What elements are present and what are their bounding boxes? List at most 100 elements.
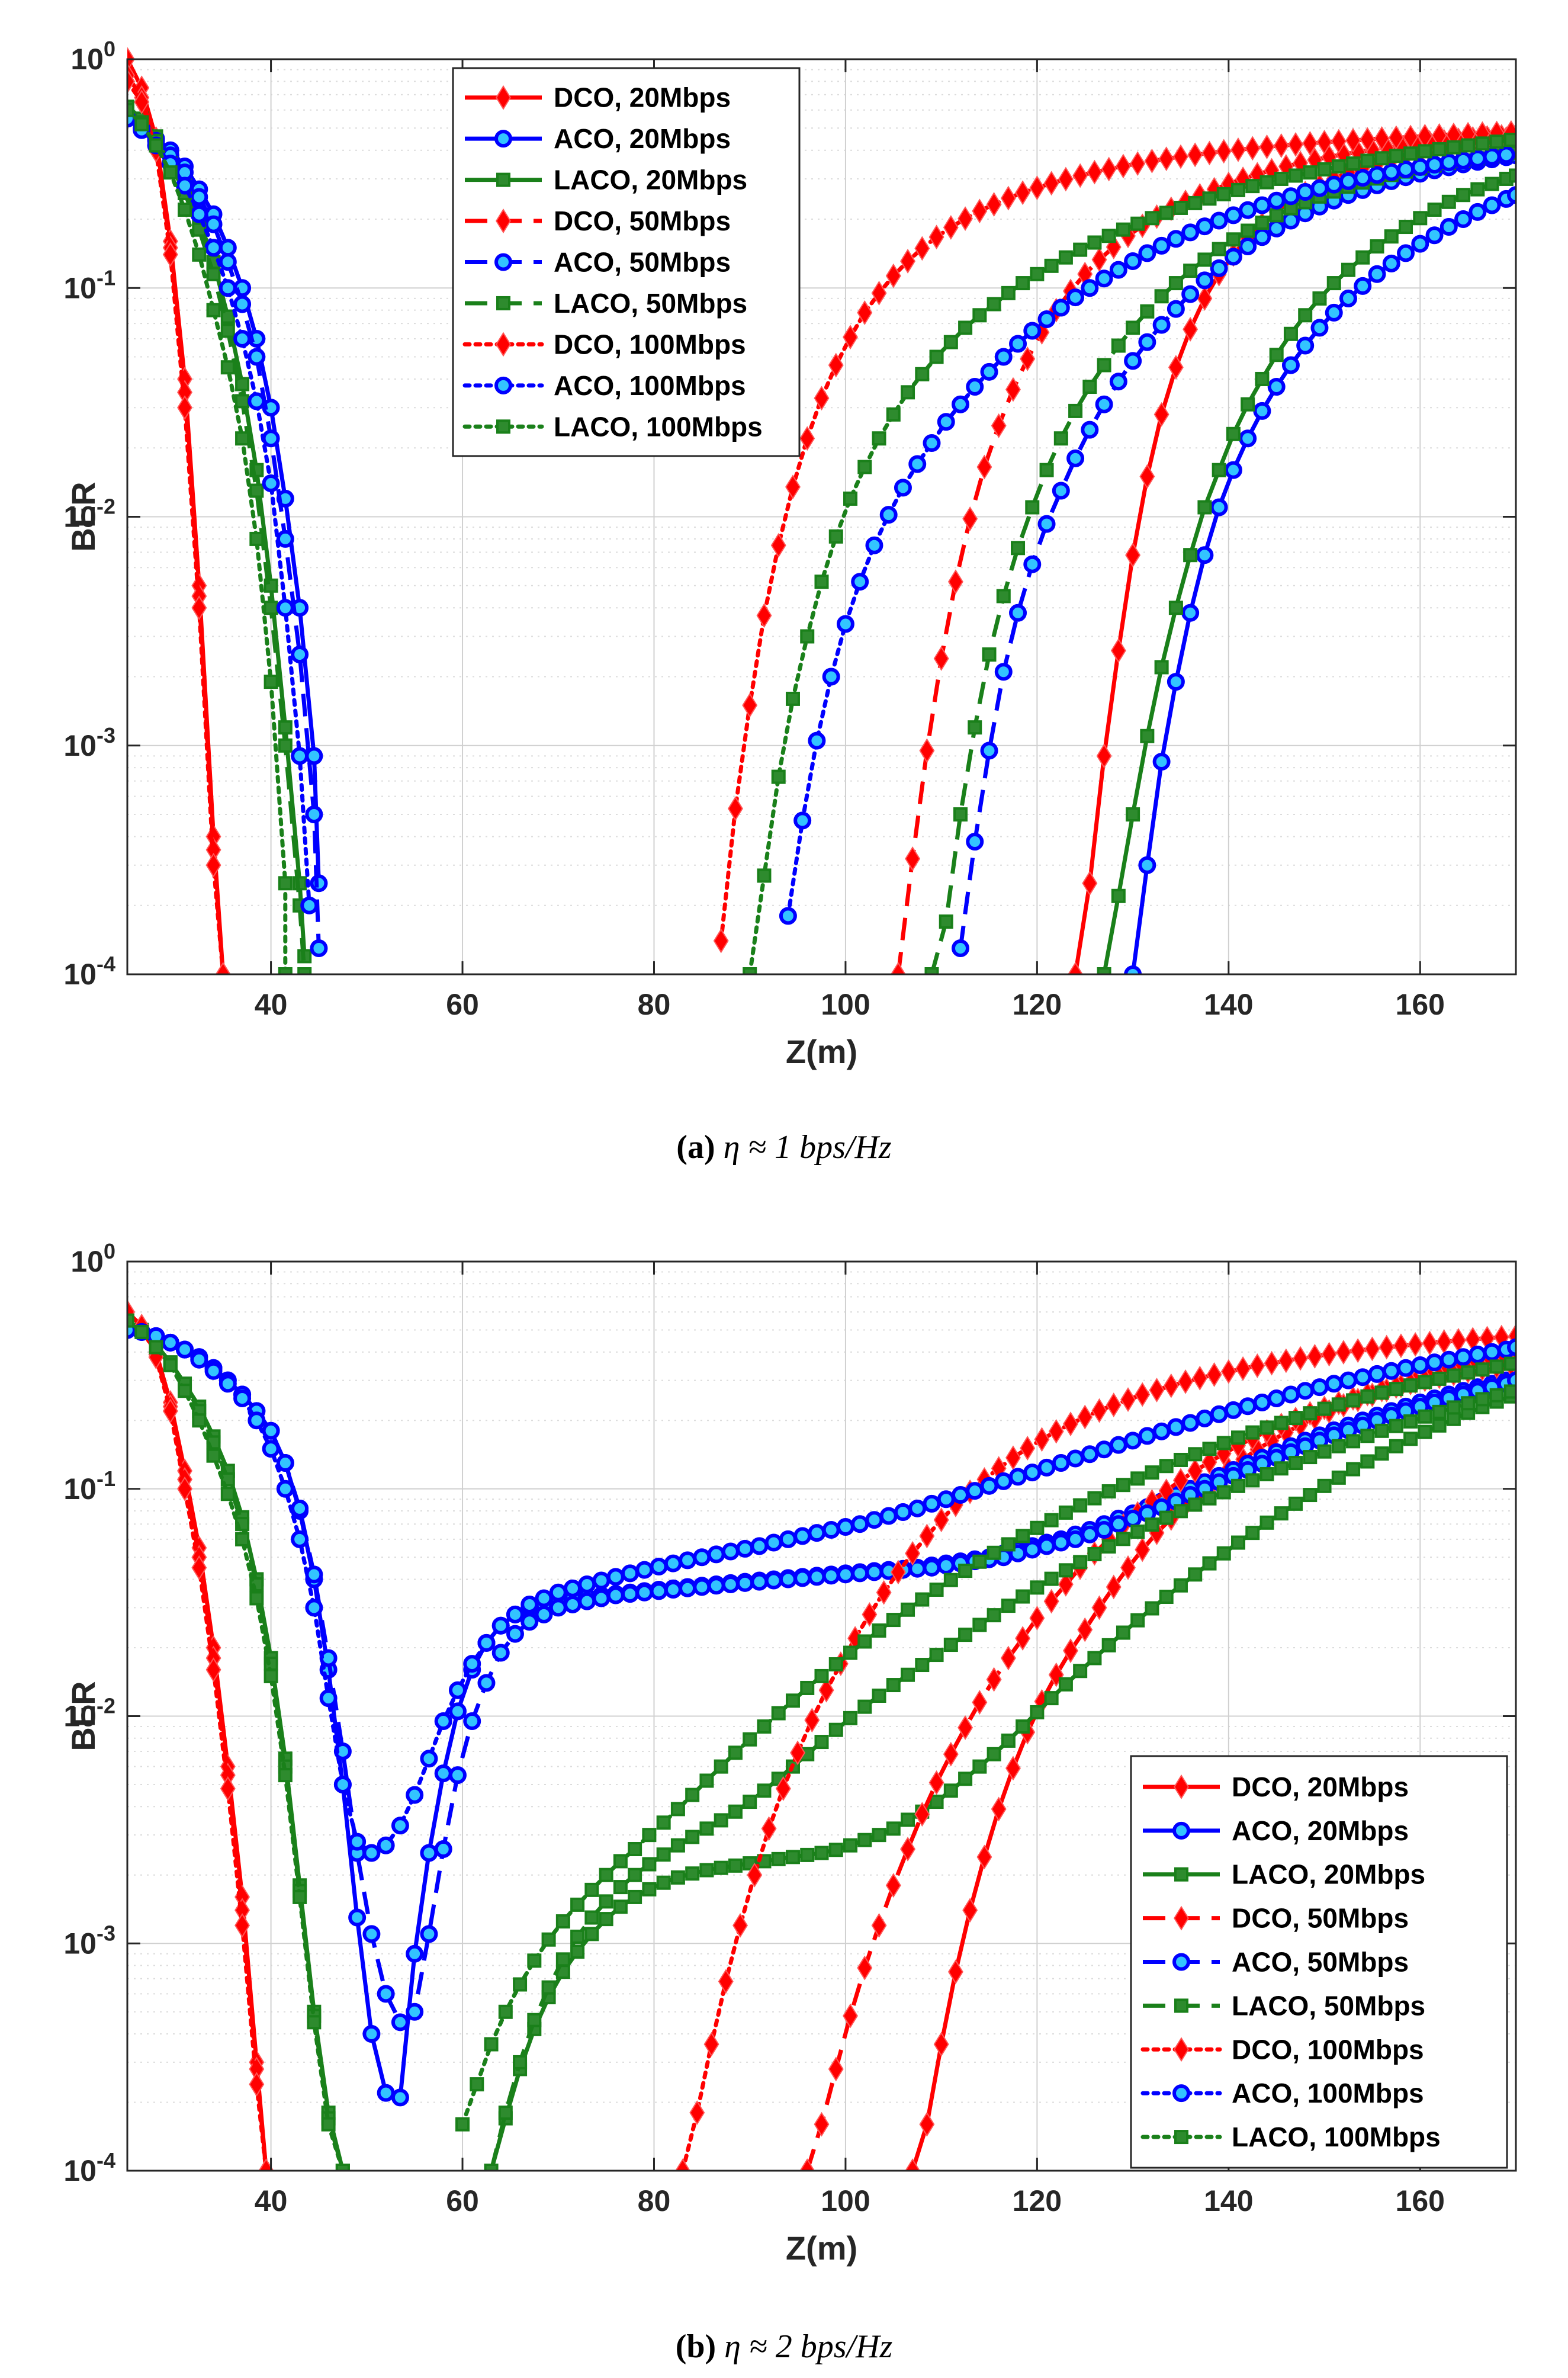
data-point [1368, 166, 1386, 184]
data-point [642, 1857, 657, 1872]
legend-label: LACO, 50Mbps [1232, 1990, 1425, 2021]
data-point [1399, 220, 1413, 235]
data-point [793, 811, 812, 830]
data-point [1039, 463, 1054, 477]
data-point [1418, 1424, 1432, 1439]
data-point [206, 303, 221, 317]
data-point [814, 386, 830, 411]
data-point [1167, 673, 1185, 691]
data-point [1259, 1420, 1274, 1435]
data-point [1231, 1430, 1245, 1445]
data-point [1068, 962, 1084, 974]
data-point [448, 1681, 467, 1699]
data-point [1269, 348, 1284, 362]
data-point [1130, 151, 1146, 176]
data-point [1483, 147, 1501, 166]
data-point [463, 1655, 481, 1673]
data-point [1111, 888, 1126, 903]
data-point [901, 385, 915, 400]
data-point [991, 413, 1007, 438]
data-point [1001, 1599, 1016, 1613]
data-point [1289, 168, 1303, 183]
data-point [1393, 1333, 1409, 1359]
data-point [1063, 1411, 1078, 1437]
data-point [215, 962, 231, 974]
data-point [1216, 187, 1231, 201]
data-point [928, 1770, 944, 1795]
legend-marker [1174, 1998, 1188, 2013]
data-point [923, 1494, 941, 1513]
data-point [879, 506, 898, 524]
data-point [914, 1802, 930, 1827]
data-point [584, 1927, 599, 1941]
data-point [362, 2024, 381, 2043]
data-point [656, 1875, 671, 1890]
data-point [1183, 548, 1198, 563]
data-point [1210, 1405, 1228, 1423]
data-point [1316, 130, 1332, 155]
data-point [1052, 482, 1070, 500]
data-point [790, 1740, 806, 1766]
data-point [1196, 546, 1214, 564]
data-point [822, 667, 840, 686]
data-point [770, 532, 786, 558]
data-point [491, 1644, 510, 1662]
data-point [1267, 1389, 1286, 1408]
data-point [1360, 127, 1376, 152]
data-point [937, 1557, 955, 1575]
data-point [994, 663, 1013, 681]
series-laco-100mbps [127, 102, 1516, 974]
data-point [1016, 276, 1030, 291]
data-point [1001, 1733, 1016, 1748]
data-point [362, 1844, 381, 1862]
data-point [750, 1573, 769, 1591]
data-point [276, 529, 294, 548]
data-point [1454, 210, 1473, 228]
data-point [1058, 1505, 1073, 1520]
data-point [291, 1499, 309, 1517]
legend-marker [1172, 1953, 1190, 1971]
data-point [1360, 1389, 1375, 1404]
data-point [843, 491, 858, 506]
data-point [484, 2164, 499, 2171]
data-point [1063, 1638, 1078, 1663]
data-point [943, 1573, 958, 1587]
data-point [1303, 1450, 1318, 1465]
data-point [1138, 244, 1156, 262]
data-point [1374, 1385, 1389, 1400]
data-point [828, 529, 843, 544]
data-point [862, 1602, 878, 1627]
data-point [1206, 1362, 1222, 1387]
data-point [1159, 1459, 1174, 1474]
data-point [1485, 176, 1499, 191]
data-point [599, 1912, 613, 1927]
data-point [1389, 1439, 1403, 1453]
data-point [1011, 541, 1026, 556]
data-point [843, 1838, 858, 1853]
data-point [908, 455, 927, 473]
data-point [1281, 211, 1300, 230]
data-point [1346, 1462, 1361, 1477]
data-point [976, 454, 992, 480]
data-point [1425, 226, 1444, 245]
data-point [1432, 142, 1447, 157]
data-point [743, 1795, 757, 1809]
data-point [923, 1558, 941, 1577]
data-point [1087, 1491, 1102, 1506]
legend-label: ACO, 20Mbps [1232, 1815, 1409, 1846]
data-point [771, 1851, 786, 1866]
legend-marker [496, 85, 511, 110]
data-point [484, 2037, 499, 2052]
data-point [162, 1398, 178, 1424]
data-point [872, 1828, 886, 1843]
legend-marker [1174, 1905, 1189, 1931]
data-point [1025, 500, 1040, 515]
data-point [1389, 1382, 1403, 1397]
data-point [1303, 165, 1318, 180]
data-point [362, 1925, 381, 1943]
data-point [943, 1741, 959, 1767]
data-point [1470, 182, 1485, 197]
data-point [750, 1537, 769, 1555]
data-point [1331, 1470, 1346, 1485]
data-point [987, 1608, 1001, 1623]
